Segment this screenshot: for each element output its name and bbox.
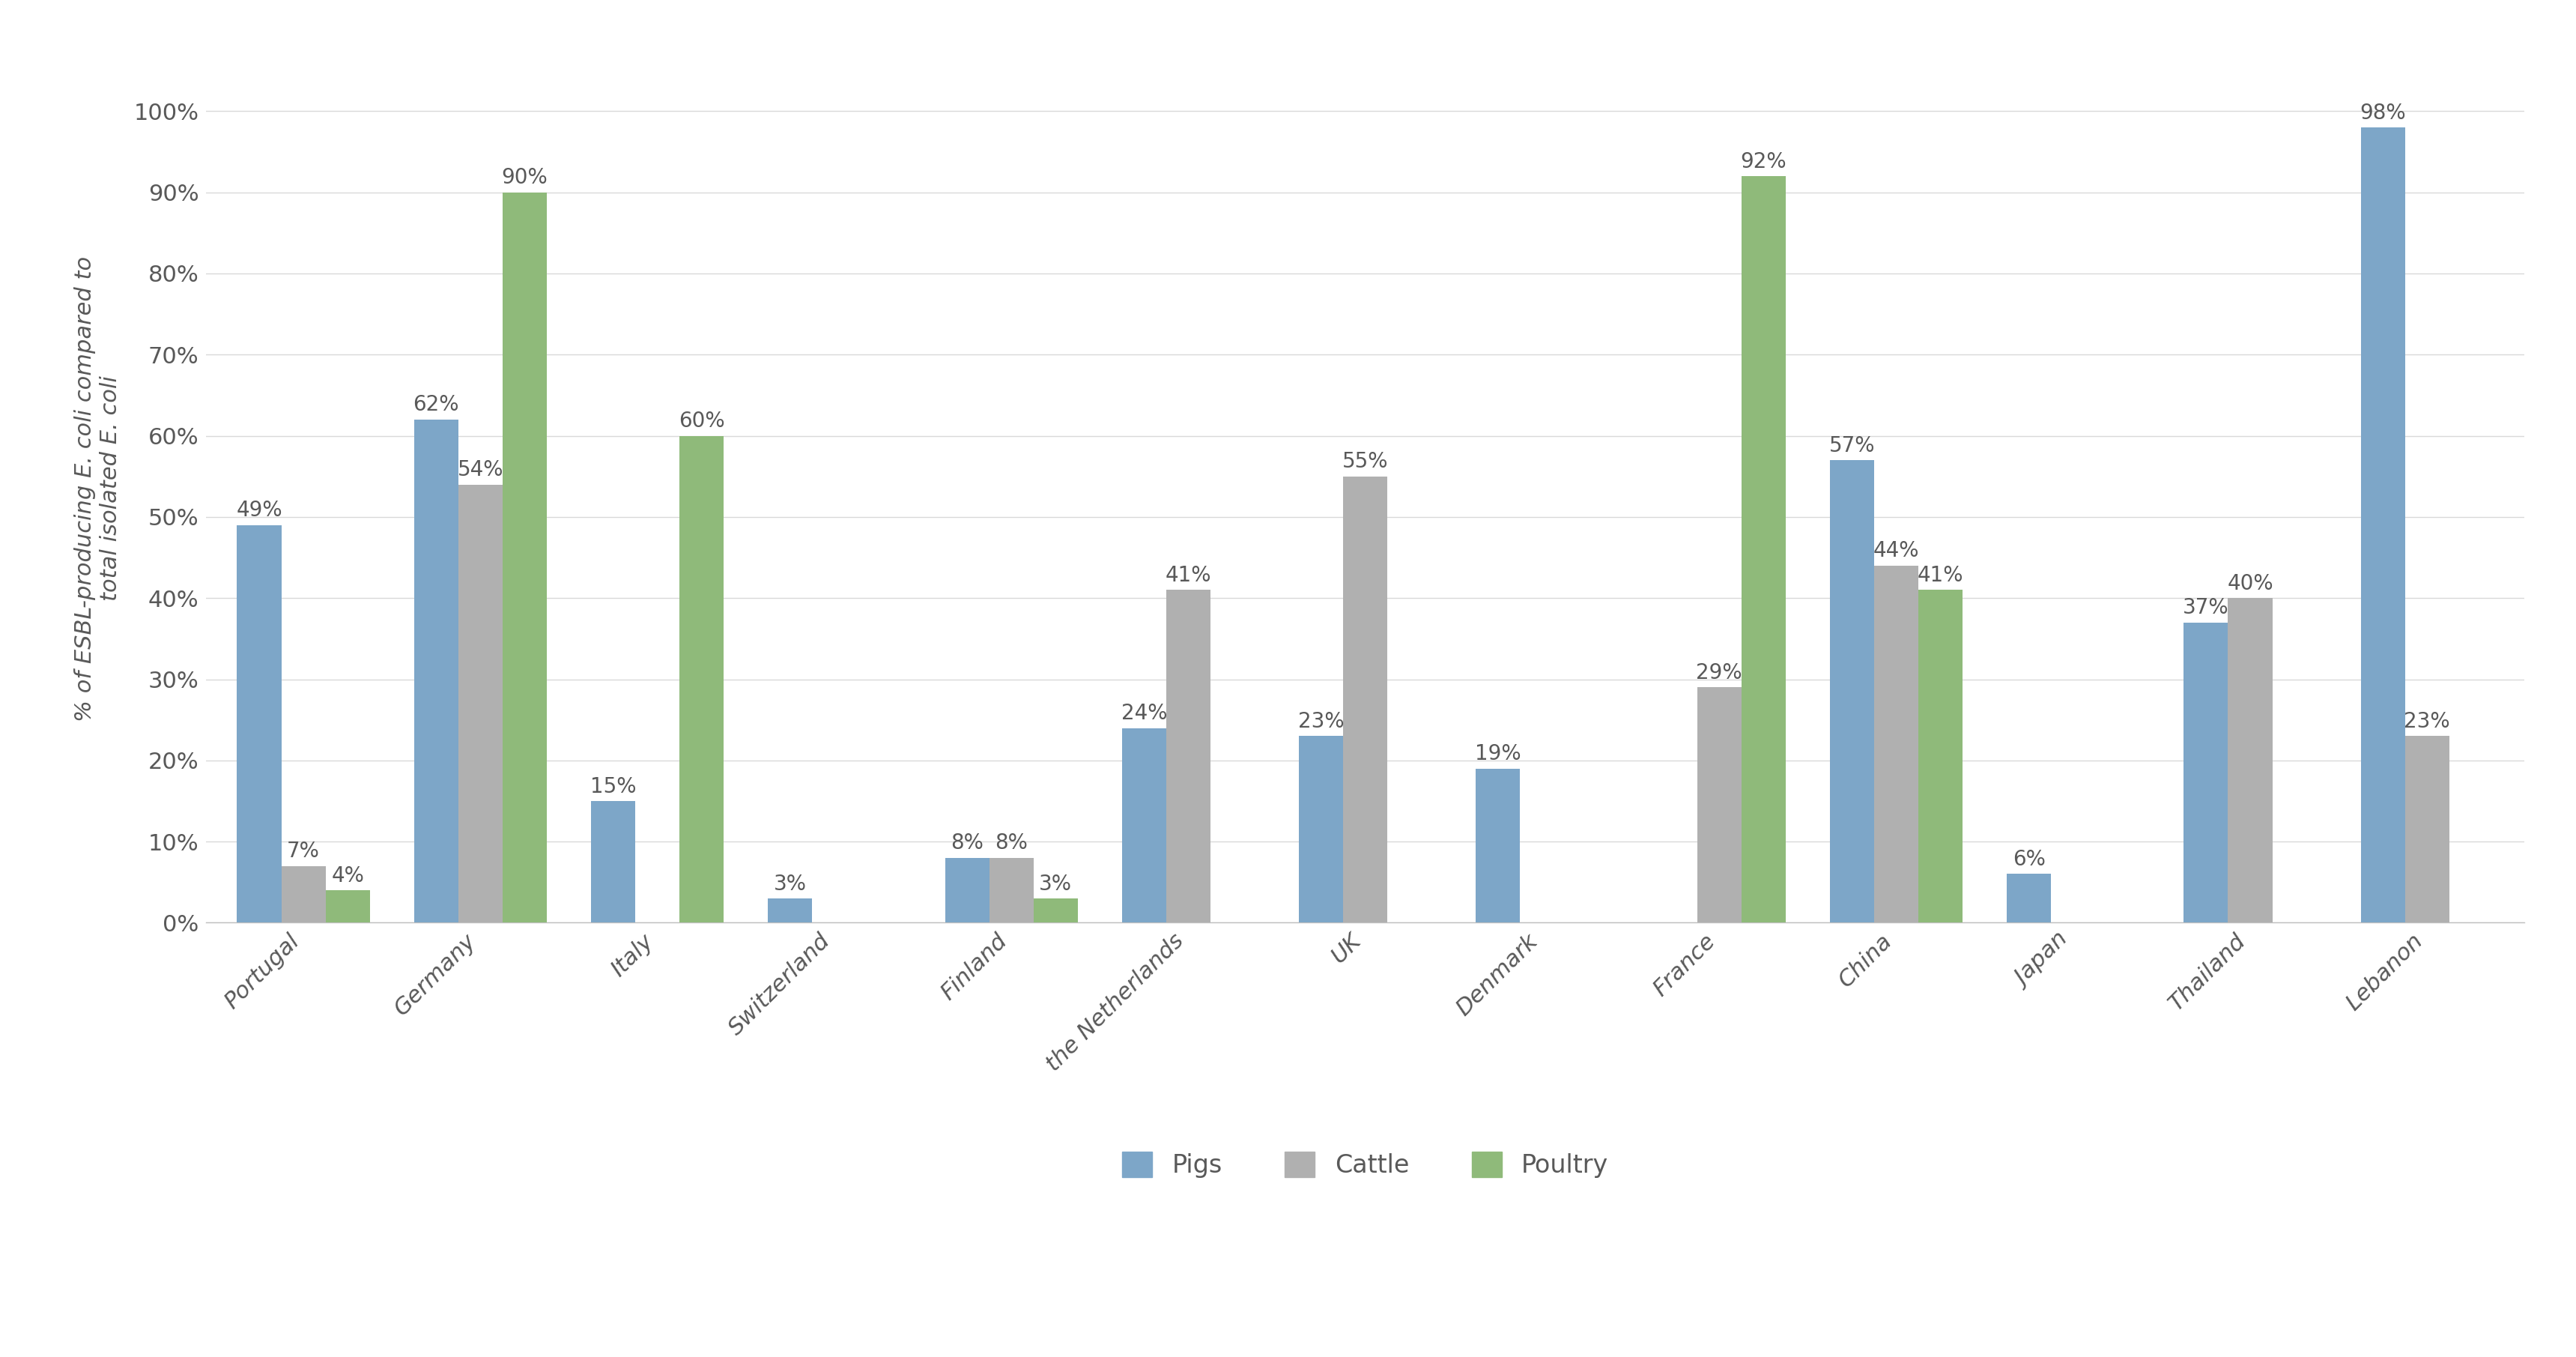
Bar bbox=[1167, 590, 1211, 923]
Legend: Pigs, Cattle, Poultry: Pigs, Cattle, Poultry bbox=[1113, 1141, 1618, 1189]
Text: 40%: 40% bbox=[2228, 573, 2272, 594]
Text: 41%: 41% bbox=[1164, 565, 1211, 586]
Text: 44%: 44% bbox=[1873, 540, 1919, 562]
Text: 6%: 6% bbox=[2012, 849, 2045, 870]
Bar bbox=[1698, 688, 1741, 923]
Text: 24%: 24% bbox=[1121, 703, 1167, 723]
Bar bbox=[1298, 735, 1342, 923]
Text: 29%: 29% bbox=[1695, 662, 1741, 684]
Text: 41%: 41% bbox=[1917, 565, 1963, 586]
Bar bbox=[1123, 727, 1167, 923]
Text: 4%: 4% bbox=[332, 866, 363, 886]
Text: 92%: 92% bbox=[1741, 151, 1788, 172]
Text: 23%: 23% bbox=[2403, 711, 2450, 731]
Y-axis label: % of ESBL-producing E. coli compared to
total isolated E. coli: % of ESBL-producing E. coli compared to … bbox=[75, 256, 121, 721]
Text: 55%: 55% bbox=[1342, 452, 1388, 472]
Text: 19%: 19% bbox=[1476, 744, 1520, 764]
Text: 7%: 7% bbox=[286, 841, 319, 862]
Text: 57%: 57% bbox=[1829, 436, 1875, 456]
Bar bbox=[415, 419, 459, 923]
Bar bbox=[1741, 176, 1785, 923]
Bar bbox=[945, 858, 989, 923]
Bar bbox=[2360, 128, 2406, 923]
Bar bbox=[590, 801, 636, 923]
Bar bbox=[989, 858, 1033, 923]
Bar bbox=[1829, 460, 1875, 923]
Bar bbox=[1919, 590, 1963, 923]
Text: 62%: 62% bbox=[412, 395, 459, 415]
Text: 8%: 8% bbox=[951, 833, 984, 854]
Text: 15%: 15% bbox=[590, 776, 636, 797]
Bar bbox=[2228, 598, 2272, 923]
Bar bbox=[1033, 898, 1077, 923]
Text: 60%: 60% bbox=[677, 411, 724, 432]
Bar bbox=[459, 484, 502, 923]
Bar bbox=[2406, 735, 2450, 923]
Text: 23%: 23% bbox=[1298, 711, 1345, 731]
Bar bbox=[281, 866, 325, 923]
Text: 8%: 8% bbox=[994, 833, 1028, 854]
Text: 3%: 3% bbox=[1038, 874, 1072, 894]
Text: 3%: 3% bbox=[773, 874, 806, 894]
Bar bbox=[2184, 623, 2228, 923]
Bar bbox=[680, 436, 724, 923]
Text: 98%: 98% bbox=[2360, 102, 2406, 123]
Bar bbox=[502, 193, 546, 923]
Text: 90%: 90% bbox=[502, 167, 549, 189]
Bar bbox=[1342, 476, 1388, 923]
Bar bbox=[1875, 566, 1919, 923]
Bar bbox=[2007, 874, 2050, 923]
Bar bbox=[325, 890, 371, 923]
Text: 37%: 37% bbox=[2182, 597, 2228, 619]
Text: 54%: 54% bbox=[459, 460, 502, 480]
Bar bbox=[768, 898, 811, 923]
Text: 49%: 49% bbox=[237, 499, 283, 521]
Bar bbox=[1476, 768, 1520, 923]
Bar bbox=[237, 525, 281, 923]
